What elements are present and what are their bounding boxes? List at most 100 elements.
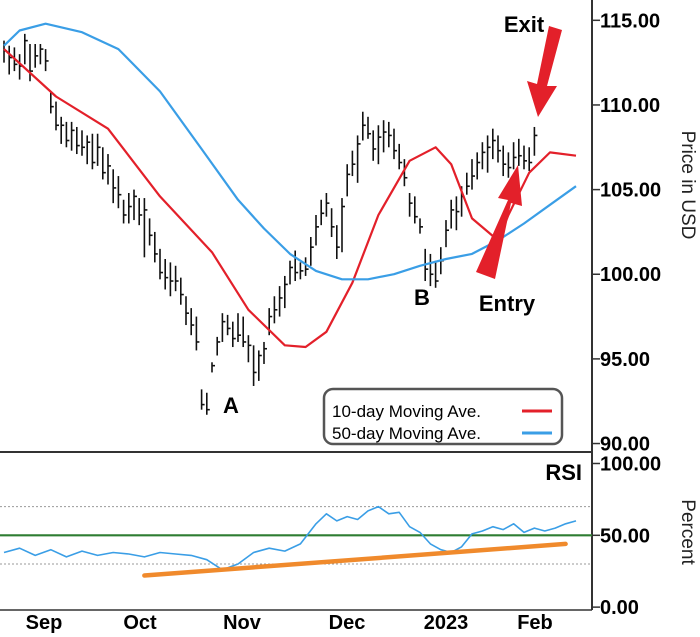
price-bar [502, 145, 507, 177]
price-bar [102, 147, 106, 180]
price-bar [96, 133, 101, 166]
rsi-line [3, 505, 577, 571]
price-bar [221, 313, 226, 342]
price-bar [185, 296, 189, 326]
annotations: A B Exit Entry [223, 12, 562, 418]
price-bar [361, 111, 366, 141]
price-tick-label: 95.00 [600, 349, 650, 371]
month-label: Feb [517, 612, 553, 634]
price-bar [117, 176, 122, 209]
month-label: Nov [223, 612, 262, 634]
price-bar [481, 142, 486, 170]
month-label: 2023 [424, 612, 469, 634]
rsi-trendline [142, 541, 568, 578]
price-bar [278, 286, 283, 317]
price-bar [471, 159, 475, 190]
exit-label: Exit [504, 12, 545, 37]
price-bar [200, 389, 205, 410]
exit-arrow-shape [527, 26, 562, 117]
price-bar [476, 152, 481, 180]
price-tick-label: 115.00 [600, 10, 660, 32]
price-bar [413, 196, 418, 224]
price-bar [523, 145, 527, 170]
price-bar [309, 237, 314, 266]
price-bar [304, 257, 309, 276]
price-bar [528, 147, 533, 171]
price-bar [372, 130, 377, 161]
price-bar [49, 91, 54, 114]
month-label: Oct [123, 612, 157, 634]
price-bar [377, 125, 382, 165]
rsi-panel [0, 505, 592, 578]
legend-box [322, 387, 564, 446]
price-bar [8, 45, 13, 75]
price-bar [382, 120, 387, 153]
price-bar [252, 345, 257, 386]
price-bar [273, 296, 278, 324]
price-bar [517, 138, 522, 166]
price-bar [512, 142, 517, 170]
price-bar [486, 135, 491, 173]
price-bar [419, 218, 423, 234]
price-panel [3, 22, 577, 415]
month-label: Sep [26, 612, 63, 634]
price-bar [164, 259, 169, 290]
price-bar [65, 121, 70, 148]
price-bar [232, 321, 236, 348]
price-bar [180, 277, 184, 305]
price-bar [23, 33, 28, 65]
price-bar [341, 198, 345, 253]
price-bar [237, 313, 241, 342]
price-bar [159, 248, 163, 280]
price-bar [169, 262, 174, 297]
price-bar [294, 250, 299, 282]
price-bar [211, 362, 215, 373]
price-bar [330, 208, 335, 238]
rsi-tick-label: 50.00 [600, 525, 650, 547]
price-axis-title: Price in USD [677, 131, 698, 240]
price-bar [315, 214, 319, 246]
price-bar [497, 135, 501, 163]
price-bar [429, 253, 434, 287]
price-bar [325, 192, 330, 217]
axes: 115.00 110.00 105.00 100.00 95.00 90.00 Price … [26, 10, 698, 634]
price-bar [491, 128, 496, 160]
price-bar [283, 275, 288, 309]
price-bar [128, 192, 132, 224]
legend-label: 50-day Moving Ave. [332, 424, 481, 443]
price-tick-label: 100.00 [600, 264, 661, 286]
price-bar [403, 159, 408, 187]
price-bar [465, 172, 470, 195]
price-bar [299, 262, 304, 280]
price-bar [55, 101, 59, 131]
price-bar [60, 116, 65, 144]
price-bar [367, 116, 371, 139]
price-bar [335, 225, 340, 260]
price-bar [356, 135, 361, 183]
price-bar [226, 314, 231, 336]
price-bar [81, 130, 85, 156]
price-tick-label: 110.00 [600, 95, 660, 117]
price-bar [133, 189, 137, 221]
price-bar [247, 335, 252, 363]
price-bar [398, 143, 403, 170]
price-bar [206, 392, 210, 415]
price-bar [174, 265, 179, 292]
price-bar [148, 218, 153, 246]
price-bar [263, 341, 267, 364]
entry-arrow [476, 165, 522, 279]
price-bar [76, 126, 80, 155]
price-bar [138, 198, 143, 226]
label-a: A [223, 393, 239, 418]
price-bar [143, 198, 148, 258]
price-bar [393, 128, 397, 160]
price-bar [445, 220, 449, 248]
price-bar [190, 308, 195, 336]
price-bar [455, 196, 460, 231]
price-bar [107, 154, 111, 185]
price-bar [289, 260, 293, 285]
price-bar [408, 192, 413, 217]
price-bar [257, 350, 262, 381]
price-bar [70, 121, 75, 151]
